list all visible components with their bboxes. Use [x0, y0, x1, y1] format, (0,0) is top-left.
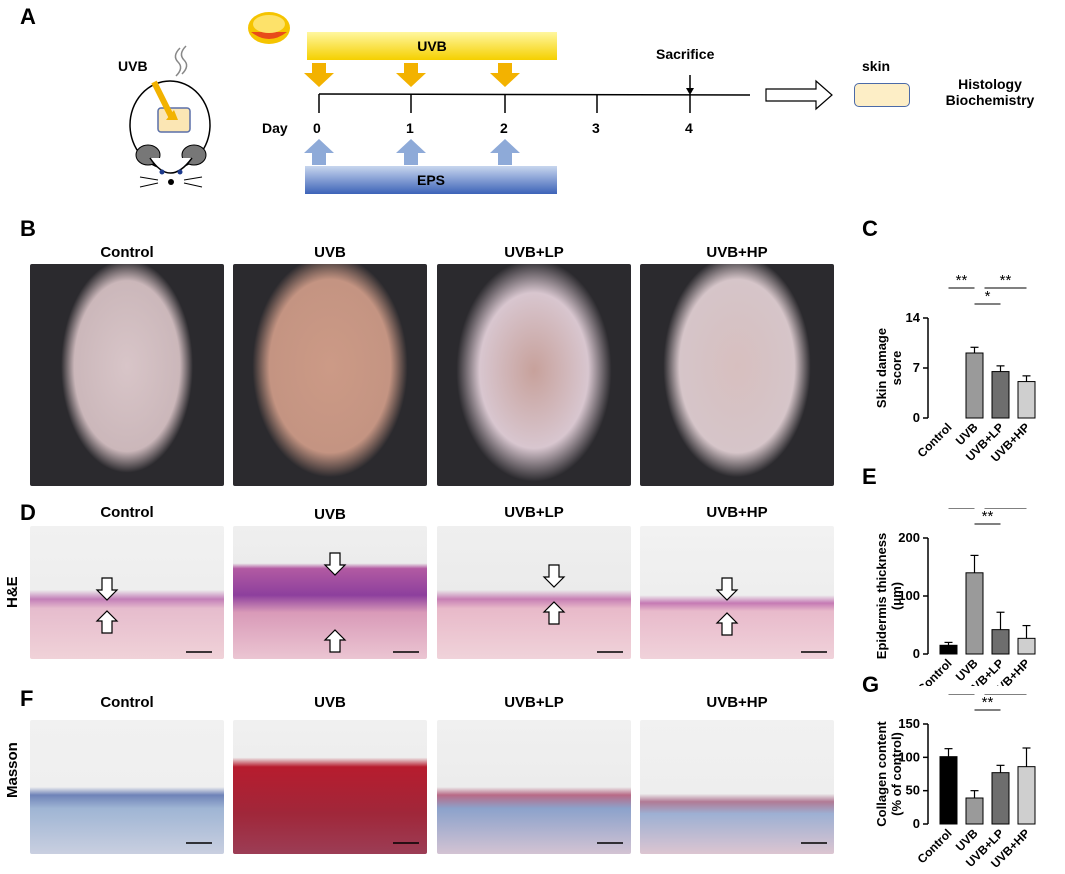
significance-label: ** — [982, 508, 994, 525]
y-tick-label: 0 — [913, 646, 920, 661]
he-title-control: Control — [100, 504, 154, 521]
y-tick-label: 0 — [913, 816, 920, 831]
masson-title-lp: UVB+LP — [504, 694, 564, 711]
masson-title-control: Control — [100, 694, 154, 711]
day-3: 3 — [592, 120, 600, 136]
sacrifice-label: Sacrifice — [656, 46, 715, 62]
x-tick-label: Control — [915, 656, 955, 686]
bar — [1017, 637, 1036, 655]
he-uvb-lp — [437, 526, 631, 659]
significance-label: ** — [982, 694, 994, 711]
y-axis-label: Collagen content — [874, 721, 889, 827]
photo-uvb — [233, 264, 427, 486]
day-label: Day — [262, 120, 288, 136]
outcome-histology: Histology — [958, 76, 1022, 92]
significance-label: ** — [956, 272, 968, 289]
masson-uvb — [233, 720, 427, 854]
outcome-text: Histology Biochemistry — [940, 76, 1040, 108]
he-title-lp: UVB+LP — [504, 504, 564, 521]
significance-label: * — [985, 288, 991, 305]
masson-title-hp: UVB+HP — [706, 694, 768, 711]
photo-uvb-hp — [640, 264, 834, 486]
day-1: 1 — [406, 120, 414, 136]
y-tick-label: 50 — [906, 783, 920, 798]
masson-uvb-hp — [640, 720, 834, 854]
masson-control — [30, 720, 224, 854]
bar — [1017, 766, 1036, 825]
uvb-bar-label: UVB — [417, 38, 447, 54]
y-tick-label: 14 — [906, 310, 921, 325]
masson-uvb-lp — [437, 720, 631, 854]
y-tick-label: 150 — [898, 716, 920, 731]
y-tick-label: 0 — [913, 410, 920, 425]
he-title-hp: UVB+HP — [706, 504, 768, 521]
day-2: 2 — [500, 120, 508, 136]
skin-label: skin — [862, 58, 891, 74]
panel-label-d: D — [20, 500, 36, 525]
x-tick-label: Control — [915, 826, 955, 866]
bar — [965, 352, 984, 419]
panel-label-e: E — [862, 464, 877, 489]
chart-g: 0 50 100 150 Collagen content (% of control) C… — [874, 694, 1036, 871]
panel-label-f: F — [20, 686, 34, 711]
photo-title-uvb: UVB — [314, 244, 346, 261]
significance-label: ** — [1000, 272, 1012, 289]
eps-bar-label: EPS — [416, 172, 445, 188]
outcome-biochemistry: Biochemistry — [945, 92, 1035, 108]
bar — [991, 629, 1010, 655]
bar — [1017, 381, 1036, 419]
he-uvb — [233, 526, 427, 659]
significance-label: ** — [956, 694, 968, 695]
photo-title-control: Control — [100, 244, 154, 261]
bar — [939, 756, 958, 825]
eps-treatment-bar: EPS — [305, 166, 557, 194]
he-title-uvb: UVB — [314, 506, 346, 523]
sun-icon — [248, 12, 290, 44]
panel-label-b: B — [20, 216, 36, 241]
significance-label: ** — [1000, 694, 1012, 695]
bar — [991, 371, 1010, 419]
skin-sample-icon — [854, 83, 910, 107]
y-tick-label: 100 — [898, 588, 920, 603]
uvb-exposure-bar: UVB — [307, 32, 557, 60]
timeline — [304, 63, 833, 165]
photo-title-hp: UVB+HP — [706, 244, 768, 261]
y-tick-label: 200 — [898, 530, 920, 545]
photo-title-lp: UVB+LP — [504, 244, 564, 261]
row-label-he: H&E — [4, 576, 21, 608]
photo-uvb-lp — [437, 264, 631, 486]
photo-control — [30, 264, 224, 486]
he-control — [30, 526, 224, 659]
mouse-illustration — [129, 45, 211, 188]
day-0: 0 — [313, 120, 321, 136]
row-label-masson: Masson — [4, 742, 21, 798]
bar — [991, 772, 1010, 825]
significance-label: ** — [956, 508, 968, 509]
y-axis-label: score — [889, 351, 904, 386]
bar — [965, 797, 984, 825]
masson-title-uvb: UVB — [314, 694, 346, 711]
panel-label-c: C — [862, 216, 878, 241]
panel-label-g: G — [862, 672, 880, 697]
mouse-uvb-label: UVB — [118, 58, 148, 74]
he-uvb-hp — [640, 526, 834, 659]
y-tick-label: 100 — [898, 749, 920, 764]
significance-label: ** — [1000, 508, 1012, 509]
bar — [965, 572, 984, 655]
y-axis-label: (μm) — [889, 582, 904, 610]
x-tick-label: Control — [915, 420, 955, 460]
y-axis-label: (% of control) — [889, 732, 904, 816]
day-4: 4 — [685, 120, 693, 136]
y-tick-label: 7 — [913, 360, 920, 375]
y-axis-label: Epidermis thickness — [874, 533, 889, 659]
panel-label-a: A — [20, 4, 36, 29]
y-axis-label: Skin damage — [874, 328, 889, 408]
bar — [939, 644, 958, 655]
